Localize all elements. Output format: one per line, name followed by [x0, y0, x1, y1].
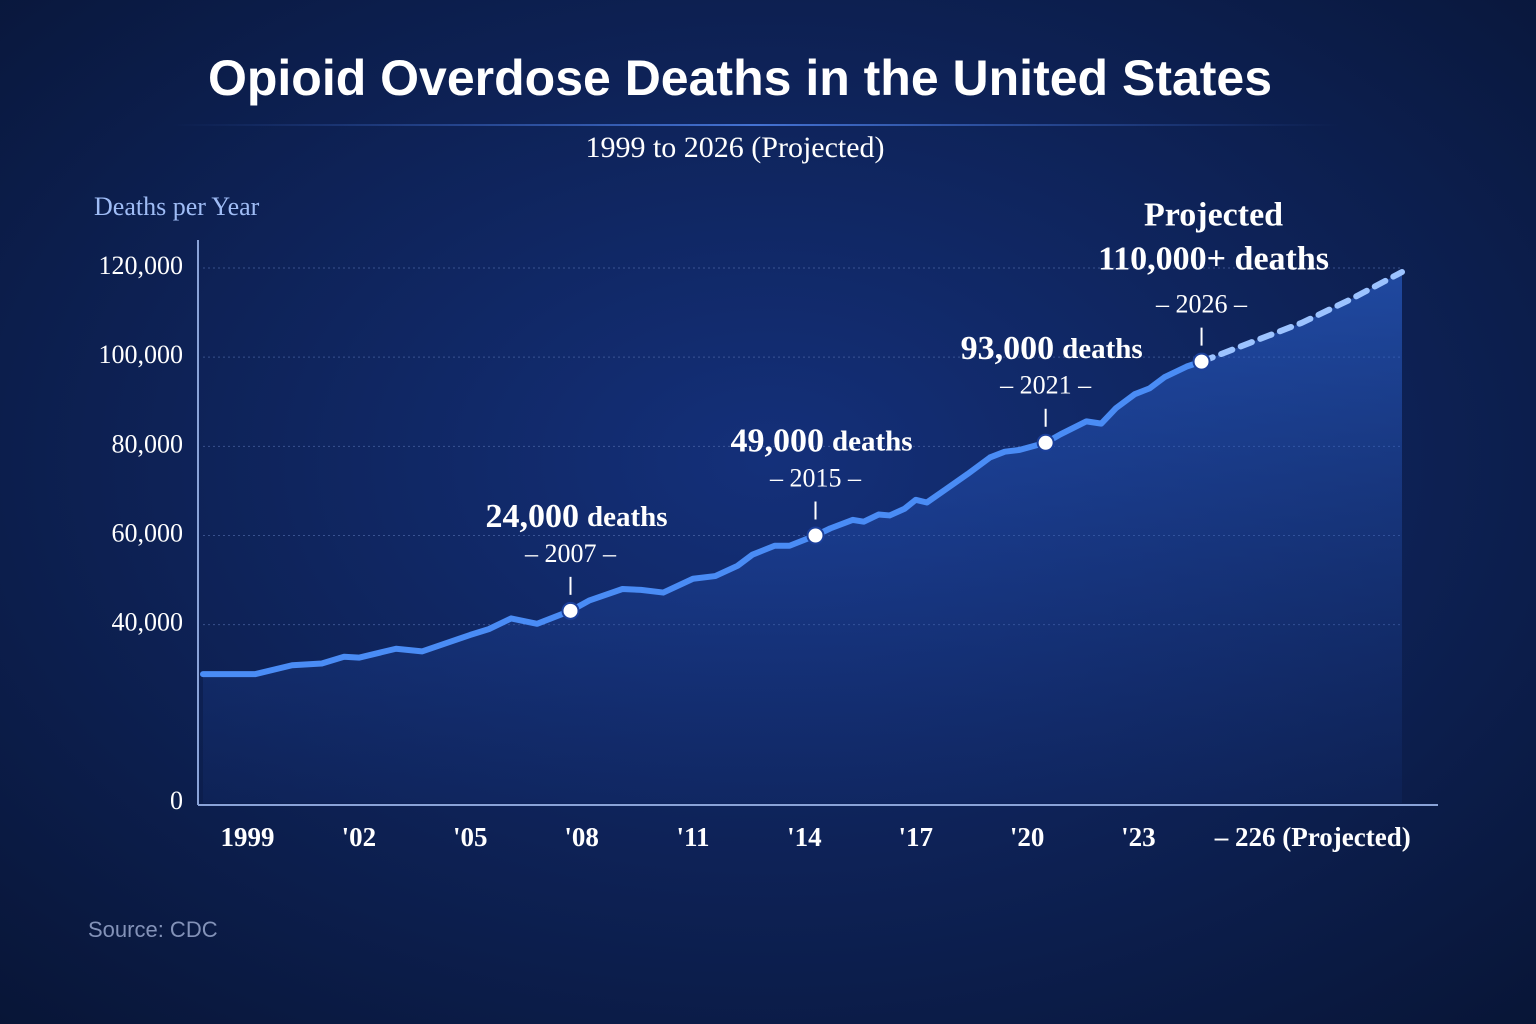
- annotation-unit: deaths: [587, 501, 668, 533]
- chart-subtitle: 1999 to 2026 (Projected): [585, 131, 884, 164]
- annotation-year: – 2021 –: [999, 371, 1092, 400]
- annotation-value: 24,000: [485, 498, 579, 535]
- line: [200, 358, 1205, 678]
- x-tick-label: – 226 (Projected): [1214, 822, 1411, 852]
- x-tick-label: '17: [898, 822, 933, 852]
- annotation-year: – 2007 –: [524, 539, 617, 568]
- marker: [561, 601, 580, 620]
- x-tick-label: '23: [1121, 822, 1156, 852]
- x-tick-label: '11: [676, 822, 709, 852]
- y-tick-label: 60,000: [112, 518, 184, 547]
- annotation-value: 93,000: [961, 330, 1055, 367]
- x-tick-label: '20: [1010, 822, 1045, 852]
- annotation-label: 24,000 deaths: [485, 498, 667, 535]
- marker: [1192, 352, 1211, 371]
- x-tick-label: '08: [564, 822, 599, 852]
- y-tick-label: 0: [170, 786, 183, 815]
- annotation-heading: Projected: [1144, 196, 1283, 233]
- annotation-value: 110,000+ deaths: [1098, 240, 1329, 277]
- y-axis-label: Deaths per Year: [94, 192, 260, 221]
- plot-area: 0 40,000 60,000 80,000 100,000 120,000 1999 '02…: [99, 196, 1438, 852]
- marker: [1036, 433, 1055, 452]
- y-tick-label: 80,000: [112, 429, 184, 458]
- annotation-label: 93,000 deaths: [961, 330, 1143, 367]
- y-tick-label: 100,000: [99, 340, 184, 369]
- line: [1198, 269, 1405, 365]
- x-tick-label: '14: [787, 822, 822, 852]
- annotation-year: – 2015 –: [769, 463, 862, 492]
- annotation-year: – 2026 –: [1155, 290, 1248, 319]
- title-rule: [170, 124, 1340, 126]
- area: [203, 272, 1402, 803]
- annotation-label: 49,000 deaths: [730, 422, 912, 459]
- annotation-unit: deaths: [832, 425, 913, 457]
- y-tick-label: 40,000: [112, 608, 184, 637]
- source: Source: CDC: [88, 917, 218, 942]
- marker: [806, 526, 825, 545]
- y-tick-label: 120,000: [99, 251, 184, 280]
- annotation-unit: deaths: [1062, 332, 1143, 364]
- x-tick-label: '02: [342, 822, 377, 852]
- chart-title: Opioid Overdose Deaths in the United Sta…: [208, 50, 1272, 106]
- x-tick-label: '05: [453, 822, 488, 852]
- x-tick-label: 1999: [221, 822, 275, 852]
- annotation-value: 49,000: [730, 422, 824, 459]
